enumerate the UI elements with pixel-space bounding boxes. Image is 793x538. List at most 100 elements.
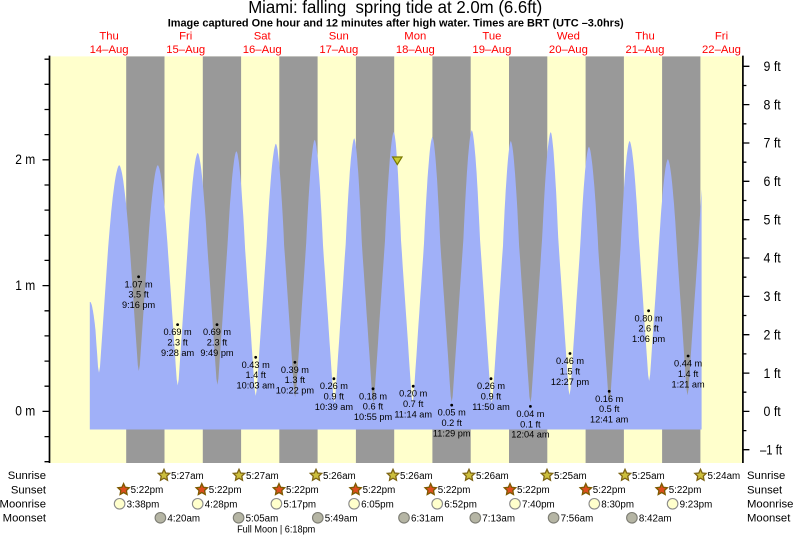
- svg-text:10:39 am: 10:39 am: [315, 402, 354, 412]
- svg-text:3:38pm: 3:38pm: [127, 499, 160, 510]
- svg-text:2.3 ft: 2.3 ft: [167, 338, 188, 348]
- svg-text:Fri: Fri: [715, 31, 728, 43]
- svg-text:Thu: Thu: [99, 31, 118, 43]
- svg-text:5:17pm: 5:17pm: [283, 499, 316, 510]
- svg-text:Sun: Sun: [329, 31, 349, 43]
- svg-text:0.16 m: 0.16 m: [595, 394, 623, 404]
- svg-text:12:04 am: 12:04 am: [511, 430, 550, 440]
- svg-text:Sunset: Sunset: [747, 484, 783, 496]
- svg-text:1.07 m: 1.07 m: [125, 279, 153, 289]
- svg-text:0.80 m: 0.80 m: [635, 313, 663, 323]
- svg-text:Image captured One hour and 12: Image captured One hour and 12 minutes a…: [168, 17, 624, 29]
- svg-text:10:55 pm: 10:55 pm: [354, 412, 393, 422]
- svg-text:4:28pm: 4:28pm: [205, 499, 238, 510]
- svg-text:Sunrise: Sunrise: [8, 470, 46, 482]
- svg-text:3 ft: 3 ft: [764, 289, 781, 304]
- svg-text:5:05am: 5:05am: [246, 513, 279, 524]
- svg-text:20–Aug: 20–Aug: [549, 44, 588, 56]
- svg-text:6 ft: 6 ft: [764, 174, 781, 189]
- svg-text:7:13am: 7:13am: [482, 513, 515, 524]
- svg-text:5:25am: 5:25am: [632, 471, 665, 482]
- svg-text:Miami: falling spring tide at: Miami: falling spring tide at 2.0m (6.6f…: [248, 0, 542, 17]
- svg-text:7:40pm: 7:40pm: [522, 499, 555, 510]
- svg-text:0.39 m: 0.39 m: [281, 365, 309, 375]
- svg-text:1 ft: 1 ft: [764, 366, 781, 381]
- svg-text:0.26 m: 0.26 m: [320, 381, 348, 391]
- svg-text:0.46 m: 0.46 m: [556, 356, 584, 366]
- svg-text:Sunset: Sunset: [11, 484, 47, 496]
- svg-text:5:26am: 5:26am: [323, 471, 356, 482]
- svg-text:6:31am: 6:31am: [411, 513, 444, 524]
- svg-text:5:26am: 5:26am: [400, 471, 433, 482]
- svg-text:1 m: 1 m: [15, 278, 35, 293]
- svg-text:4 ft: 4 ft: [764, 251, 781, 266]
- svg-text:5:26am: 5:26am: [476, 471, 509, 482]
- svg-text:17–Aug: 17–Aug: [319, 44, 358, 56]
- svg-text:0.9 ft: 0.9 ft: [481, 392, 502, 402]
- svg-text:2 m: 2 m: [15, 152, 35, 167]
- svg-text:8:30pm: 8:30pm: [601, 499, 634, 510]
- svg-text:5:22pm: 5:22pm: [669, 485, 702, 496]
- svg-text:9:16 pm: 9:16 pm: [122, 300, 156, 310]
- svg-text:9 ft: 9 ft: [764, 59, 781, 74]
- svg-text:0.44 m: 0.44 m: [674, 359, 702, 369]
- svg-text:1:06 pm: 1:06 pm: [632, 334, 666, 344]
- svg-text:0.9 ft: 0.9 ft: [324, 392, 345, 402]
- svg-text:14–Aug: 14–Aug: [90, 44, 129, 56]
- svg-text:8:42am: 8:42am: [639, 513, 672, 524]
- svg-text:7:56am: 7:56am: [561, 513, 594, 524]
- svg-text:5:22pm: 5:22pm: [286, 485, 319, 496]
- svg-text:2 ft: 2 ft: [764, 327, 781, 342]
- svg-text:11:14 am: 11:14 am: [394, 410, 432, 420]
- svg-text:0.5 ft: 0.5 ft: [599, 404, 620, 414]
- svg-text:5:22pm: 5:22pm: [593, 485, 626, 496]
- svg-text:3.5 ft: 3.5 ft: [128, 290, 149, 300]
- svg-text:0.2 ft: 0.2 ft: [441, 418, 462, 428]
- svg-text:Wed: Wed: [557, 31, 580, 43]
- svg-text:0.20 m: 0.20 m: [399, 389, 427, 399]
- svg-text:Mon: Mon: [404, 31, 426, 43]
- svg-text:5 ft: 5 ft: [764, 212, 781, 227]
- svg-text:0.7 ft: 0.7 ft: [403, 399, 424, 409]
- svg-text:0.6 ft: 0.6 ft: [363, 402, 384, 412]
- svg-text:5:22pm: 5:22pm: [517, 485, 550, 496]
- svg-text:10:22 pm: 10:22 pm: [276, 386, 315, 396]
- svg-text:12:41 am: 12:41 am: [590, 415, 629, 425]
- svg-text:11:29 pm: 11:29 pm: [433, 428, 471, 438]
- svg-text:4:20am: 4:20am: [167, 513, 200, 524]
- svg-text:0.04 m: 0.04 m: [516, 409, 544, 419]
- svg-text:19–Aug: 19–Aug: [472, 44, 511, 56]
- svg-text:2.6 ft: 2.6 ft: [638, 324, 659, 334]
- svg-text:5:25am: 5:25am: [554, 471, 587, 482]
- svg-text:5:27am: 5:27am: [171, 471, 204, 482]
- svg-text:11:50 am: 11:50 am: [472, 402, 510, 412]
- svg-text:5:49am: 5:49am: [325, 513, 358, 524]
- svg-text:5:27am: 5:27am: [246, 471, 279, 482]
- svg-text:5:22pm: 5:22pm: [438, 485, 471, 496]
- svg-text:9:49 pm: 9:49 pm: [200, 348, 234, 358]
- svg-text:–1 ft: –1 ft: [760, 442, 782, 457]
- svg-text:0.69 m: 0.69 m: [164, 327, 192, 337]
- svg-text:Moonset: Moonset: [747, 513, 791, 525]
- svg-text:0 m: 0 m: [15, 404, 35, 419]
- svg-text:Sunrise: Sunrise: [747, 470, 785, 482]
- svg-text:16–Aug: 16–Aug: [243, 44, 282, 56]
- svg-text:Tue: Tue: [482, 31, 501, 43]
- svg-text:1.4 ft: 1.4 ft: [245, 370, 266, 380]
- svg-text:10:03 am: 10:03 am: [237, 381, 276, 391]
- svg-text:7 ft: 7 ft: [764, 136, 781, 151]
- svg-text:1.3 ft: 1.3 ft: [285, 375, 306, 385]
- svg-text:1:21 am: 1:21 am: [671, 379, 705, 389]
- svg-text:0.18 m: 0.18 m: [359, 391, 387, 401]
- svg-text:2.3 ft: 2.3 ft: [207, 338, 228, 348]
- svg-text:8 ft: 8 ft: [764, 97, 781, 112]
- svg-text:6:05pm: 6:05pm: [361, 499, 394, 510]
- svg-text:Moonrise: Moonrise: [0, 499, 46, 511]
- svg-text:Moonset: Moonset: [3, 513, 47, 525]
- svg-text:5:22pm: 5:22pm: [131, 485, 164, 496]
- svg-text:12:27 pm: 12:27 pm: [551, 377, 590, 387]
- svg-text:0.26 m: 0.26 m: [477, 381, 505, 391]
- svg-text:18–Aug: 18–Aug: [396, 44, 435, 56]
- svg-text:5:22pm: 5:22pm: [363, 485, 396, 496]
- svg-text:Full Moon | 6:18pm: Full Moon | 6:18pm: [237, 525, 315, 536]
